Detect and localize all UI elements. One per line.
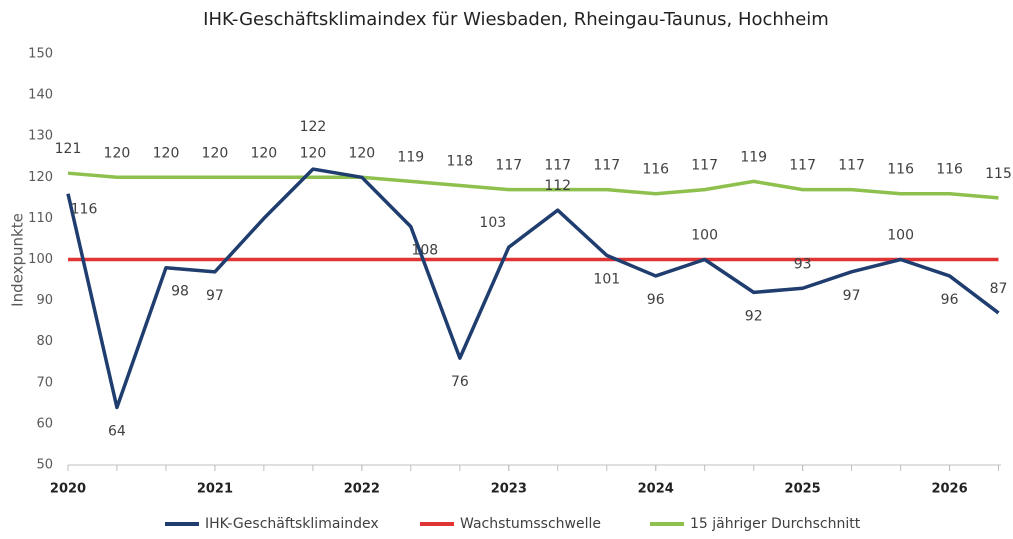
data-label: 100: [887, 228, 914, 244]
y-tick-label: 100: [28, 252, 53, 267]
x-tick-label: 2022: [344, 482, 380, 497]
x-tick-label: 2024: [638, 482, 674, 497]
data-label: 120: [348, 145, 375, 161]
y-axis-label: Indexpunkte: [9, 213, 27, 307]
data-label: 97: [206, 288, 224, 304]
y-tick-label: 110: [28, 211, 53, 226]
series-line: [66, 167, 1000, 410]
legend-label: 15 jähriger Durchschnitt: [690, 516, 861, 532]
data-label: 120: [202, 145, 229, 161]
data-label: 119: [740, 149, 767, 165]
data-label: 120: [250, 145, 277, 161]
data-label: 117: [838, 158, 865, 174]
legend-label: IHK-Geschäftsklimaindex: [205, 516, 379, 532]
y-tick-label: 60: [36, 416, 53, 431]
data-label: 118: [446, 154, 473, 170]
data-label: 87: [990, 281, 1008, 297]
y-tick-label: 120: [28, 170, 53, 185]
data-label: 108: [411, 243, 438, 259]
y-tick-label: 130: [28, 129, 53, 144]
data-label: 120: [104, 145, 131, 161]
data-label: 93: [794, 256, 812, 272]
y-tick-label: 70: [36, 375, 53, 390]
y-tick-label: 80: [36, 334, 53, 349]
data-label: 100: [691, 228, 718, 244]
data-label: 98: [171, 284, 189, 300]
x-tick-label: 2026: [931, 482, 967, 497]
y-tick-label: 140: [28, 88, 53, 103]
data-label: 116: [936, 162, 963, 178]
chart-title: IHK-Geschäftsklimaindex für Wiesbaden, R…: [203, 9, 829, 30]
data-label: 116: [887, 162, 914, 178]
data-label: 122: [300, 119, 327, 135]
data-label: 96: [941, 292, 959, 308]
x-tick-label: 2021: [197, 482, 233, 497]
x-tick-label: 2025: [785, 482, 821, 497]
data-label: 117: [544, 158, 571, 174]
data-label: 112: [544, 178, 571, 194]
y-tick-label: 50: [36, 458, 53, 473]
data-label: 64: [108, 423, 126, 439]
x-tick-label: 2023: [491, 482, 527, 497]
data-label: 97: [843, 288, 861, 304]
data-label: 101: [593, 271, 620, 287]
y-tick-label: 150: [28, 47, 53, 62]
data-label: 121: [55, 141, 82, 157]
data-label: 116: [71, 202, 98, 218]
data-label: 103: [479, 215, 506, 231]
data-label: 120: [153, 145, 180, 161]
data-label: 117: [495, 158, 522, 174]
data-label: 115: [985, 166, 1012, 182]
series-line: [67, 171, 999, 200]
x-tick-label: 2020: [50, 482, 86, 497]
y-tick-label: 90: [36, 293, 53, 308]
data-label: 116: [642, 162, 669, 178]
data-label: 92: [745, 308, 763, 324]
legend-label: Wachstumsschwelle: [460, 516, 601, 532]
data-label: 117: [789, 158, 816, 174]
data-label: 117: [593, 158, 620, 174]
data-label: 76: [451, 374, 469, 390]
data-label: 96: [647, 292, 665, 308]
data-label: 119: [397, 149, 424, 165]
data-label: 120: [300, 145, 327, 161]
data-label: 117: [691, 158, 718, 174]
